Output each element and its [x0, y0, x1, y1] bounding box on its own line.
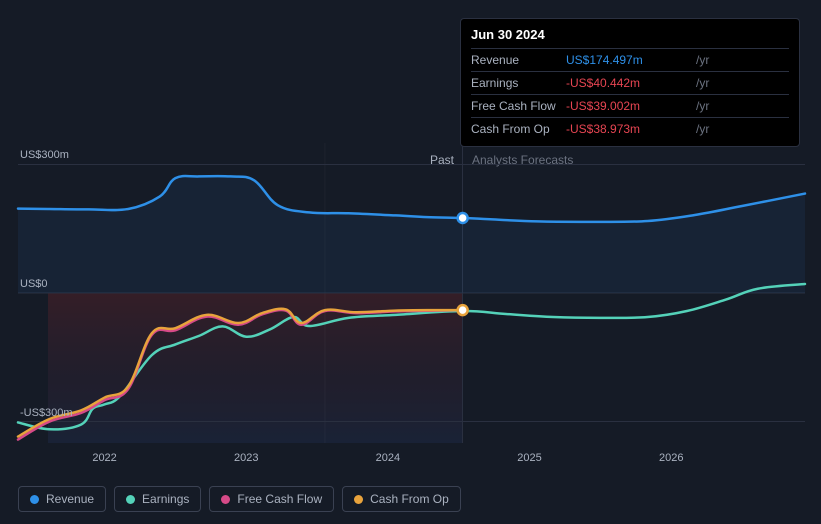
y-tick-label: -US$300m [20, 407, 73, 419]
tooltip-row-unit: /yr [696, 53, 709, 67]
legend-item-fcf[interactable]: Free Cash Flow [209, 486, 334, 512]
y-tick-label: US$0 [20, 278, 48, 290]
tooltip-rows: RevenueUS$174.497m/yrEarnings-US$40.442m… [471, 48, 789, 140]
legend: Revenue Earnings Free Cash Flow Cash From O… [18, 486, 461, 512]
x-tick-label: 2026 [659, 452, 683, 464]
tooltip-row-value: -US$38.973m [566, 122, 696, 136]
legend-item-earnings[interactable]: Earnings [114, 486, 201, 512]
root: Jun 30 2024 RevenueUS$174.497m/yrEarning… [0, 0, 821, 524]
tooltip-row: RevenueUS$174.497m/yr [471, 48, 789, 71]
earnings-color-dot [126, 495, 135, 504]
x-tick-label: 2022 [92, 452, 116, 464]
tooltip: Jun 30 2024 RevenueUS$174.497m/yrEarning… [460, 18, 800, 147]
fcf-color-dot [221, 495, 230, 504]
tooltip-row-value: US$174.497m [566, 53, 696, 67]
x-tick-label: 2025 [517, 452, 541, 464]
tooltip-row-label: Revenue [471, 53, 566, 67]
tooltip-row-label: Free Cash Flow [471, 99, 566, 113]
legend-item-label: Free Cash Flow [237, 492, 322, 506]
x-tick-label: 2023 [234, 452, 258, 464]
tooltip-date: Jun 30 2024 [471, 27, 789, 48]
y-tick-label: US$300m [20, 149, 69, 161]
tooltip-row-value: -US$39.002m [566, 99, 696, 113]
legend-item-label: Revenue [46, 492, 94, 506]
legend-item-label: Cash From Op [370, 492, 449, 506]
tooltip-row-value: -US$40.442m [566, 76, 696, 90]
tooltip-row: Earnings-US$40.442m/yr [471, 71, 789, 94]
tooltip-row-label: Earnings [471, 76, 566, 90]
tooltip-row: Free Cash Flow-US$39.002m/yr [471, 94, 789, 117]
tooltip-row: Cash From Op-US$38.973m/yr [471, 117, 789, 140]
tooltip-row-unit: /yr [696, 76, 709, 90]
tooltip-row-unit: /yr [696, 122, 709, 136]
legend-item-cfo[interactable]: Cash From Op [342, 486, 461, 512]
tooltip-row-label: Cash From Op [471, 122, 566, 136]
legend-item-revenue[interactable]: Revenue [18, 486, 106, 512]
x-tick-label: 2024 [376, 452, 400, 464]
cfo-color-dot [354, 495, 363, 504]
tooltip-row-unit: /yr [696, 99, 709, 113]
legend-item-label: Earnings [142, 492, 189, 506]
revenue-color-dot [30, 495, 39, 504]
